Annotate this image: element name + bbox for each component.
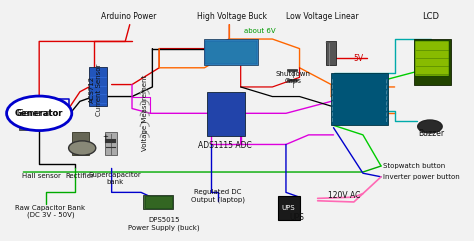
- Text: Shutdown
Caps: Shutdown Caps: [275, 71, 310, 84]
- Circle shape: [418, 120, 442, 133]
- Text: Voltage Measurement: Voltage Measurement: [142, 75, 148, 151]
- Bar: [145, 196, 172, 208]
- Text: 5V: 5V: [353, 54, 364, 63]
- Text: +: +: [102, 134, 108, 140]
- Bar: [19, 114, 29, 130]
- Bar: [331, 73, 388, 125]
- Text: 120V AC: 120V AC: [328, 191, 360, 200]
- Circle shape: [7, 96, 72, 131]
- Text: UPS: UPS: [282, 205, 295, 211]
- Bar: [415, 41, 448, 76]
- Bar: [89, 67, 107, 106]
- Text: Low Voltage Linear: Low Voltage Linear: [286, 12, 358, 21]
- Text: High Voltage Buck: High Voltage Buck: [197, 12, 266, 21]
- Text: Supercapacitor
bank: Supercapacitor bank: [89, 172, 141, 185]
- Text: Regulated DC
Output (laptop): Regulated DC Output (laptop): [191, 189, 245, 203]
- Text: Raw Capacitor Bank
(DC 3V - 50V): Raw Capacitor Bank (DC 3V - 50V): [16, 205, 86, 218]
- Text: Generator: Generator: [15, 109, 64, 118]
- Bar: [205, 41, 257, 64]
- Text: Stopwatch button: Stopwatch button: [383, 163, 446, 169]
- Text: Arduino Power: Arduino Power: [100, 12, 156, 21]
- Bar: [326, 41, 336, 65]
- Text: Hall sensor: Hall sensor: [22, 173, 61, 179]
- Text: Buzzer: Buzzer: [419, 129, 445, 138]
- Text: DPS5015
Power Supply (buck): DPS5015 Power Supply (buck): [128, 217, 200, 231]
- Bar: [204, 39, 258, 65]
- Text: Generator: Generator: [16, 109, 62, 118]
- Text: about 6V: about 6V: [244, 28, 275, 34]
- Text: Inverter power button: Inverter power button: [383, 174, 460, 180]
- Circle shape: [69, 141, 96, 155]
- Text: UPS: UPS: [290, 213, 305, 222]
- Text: Rectifier: Rectifier: [65, 173, 94, 179]
- Text: LCD: LCD: [422, 12, 439, 21]
- Text: ADS1115 ADC: ADS1115 ADC: [198, 141, 252, 150]
- Bar: [414, 39, 451, 85]
- Bar: [105, 133, 117, 155]
- Bar: [143, 195, 173, 209]
- Bar: [278, 196, 300, 220]
- Text: ACS712
Current Sensor: ACS712 Current Sensor: [89, 63, 102, 115]
- Bar: [72, 133, 90, 155]
- Bar: [207, 92, 245, 136]
